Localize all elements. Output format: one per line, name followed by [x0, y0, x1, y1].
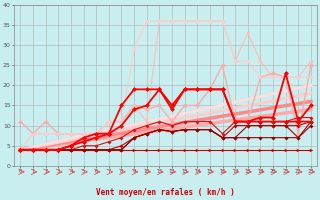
- X-axis label: Vent moyen/en rafales ( km/h ): Vent moyen/en rafales ( km/h ): [96, 188, 235, 197]
